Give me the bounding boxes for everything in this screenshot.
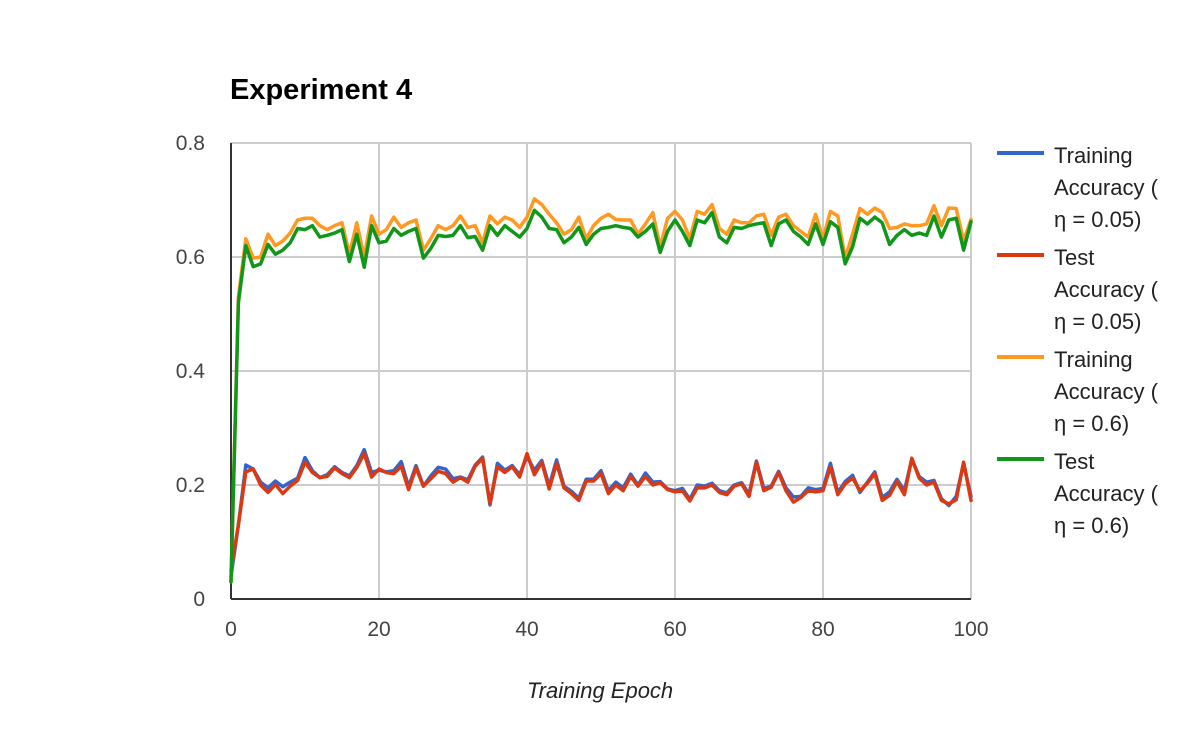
y-tick-label: 0.2 bbox=[176, 474, 205, 497]
legend-label: Accuracy ( bbox=[1054, 277, 1159, 302]
legend-label: η = 0.05) bbox=[1054, 309, 1141, 334]
legend-label: Test bbox=[1054, 245, 1094, 270]
legend-item-1: Training Accuracy ( η = 0.05) bbox=[997, 143, 1159, 232]
y-tick-label: 0 bbox=[193, 588, 205, 611]
series-line-3 bbox=[229, 197, 973, 584]
y-tick-label: 0.8 bbox=[176, 132, 205, 155]
y-tick-label: 0.6 bbox=[176, 246, 205, 269]
chart-title: Experiment 4 bbox=[230, 74, 412, 106]
legend: Training Accuracy ( η = 0.05) Test Accuracy … bbox=[997, 143, 1159, 538]
legend-label: Accuracy ( bbox=[1054, 379, 1159, 404]
x-tick-label: 60 bbox=[663, 618, 686, 641]
y-tick-labels: 0 0.2 0.4 0.6 0.8 bbox=[176, 132, 206, 611]
x-tick-label: 80 bbox=[811, 618, 834, 641]
series-line-4 bbox=[229, 208, 973, 584]
legend-item-4: Test Accuracy ( η = 0.6) bbox=[997, 449, 1159, 538]
x-tick-labels: 0 20 40 60 80 100 bbox=[225, 618, 988, 641]
x-axis-label: Training Epoch bbox=[527, 678, 673, 703]
legend-label: η = 0.6) bbox=[1054, 513, 1129, 538]
legend-label: Training bbox=[1054, 347, 1133, 372]
legend-label: η = 0.05) bbox=[1054, 207, 1141, 232]
legend-item-2: Test Accuracy ( η = 0.05) bbox=[997, 245, 1159, 334]
x-tick-label: 40 bbox=[515, 618, 538, 641]
series-line-2 bbox=[229, 451, 973, 573]
legend-item-3: Training Accuracy ( η = 0.6) bbox=[997, 347, 1159, 436]
legend-label: Training bbox=[1054, 143, 1133, 168]
x-tick-label: 100 bbox=[953, 618, 988, 641]
series-lines bbox=[229, 197, 973, 584]
x-tick-label: 0 bbox=[225, 618, 237, 641]
series-line-1 bbox=[229, 447, 973, 578]
legend-label: Test bbox=[1054, 449, 1094, 474]
y-tick-label: 0.4 bbox=[176, 360, 206, 383]
legend-label: η = 0.6) bbox=[1054, 411, 1129, 436]
legend-label: Accuracy ( bbox=[1054, 481, 1159, 506]
legend-label: Accuracy ( bbox=[1054, 175, 1159, 200]
x-tick-label: 20 bbox=[367, 618, 390, 641]
